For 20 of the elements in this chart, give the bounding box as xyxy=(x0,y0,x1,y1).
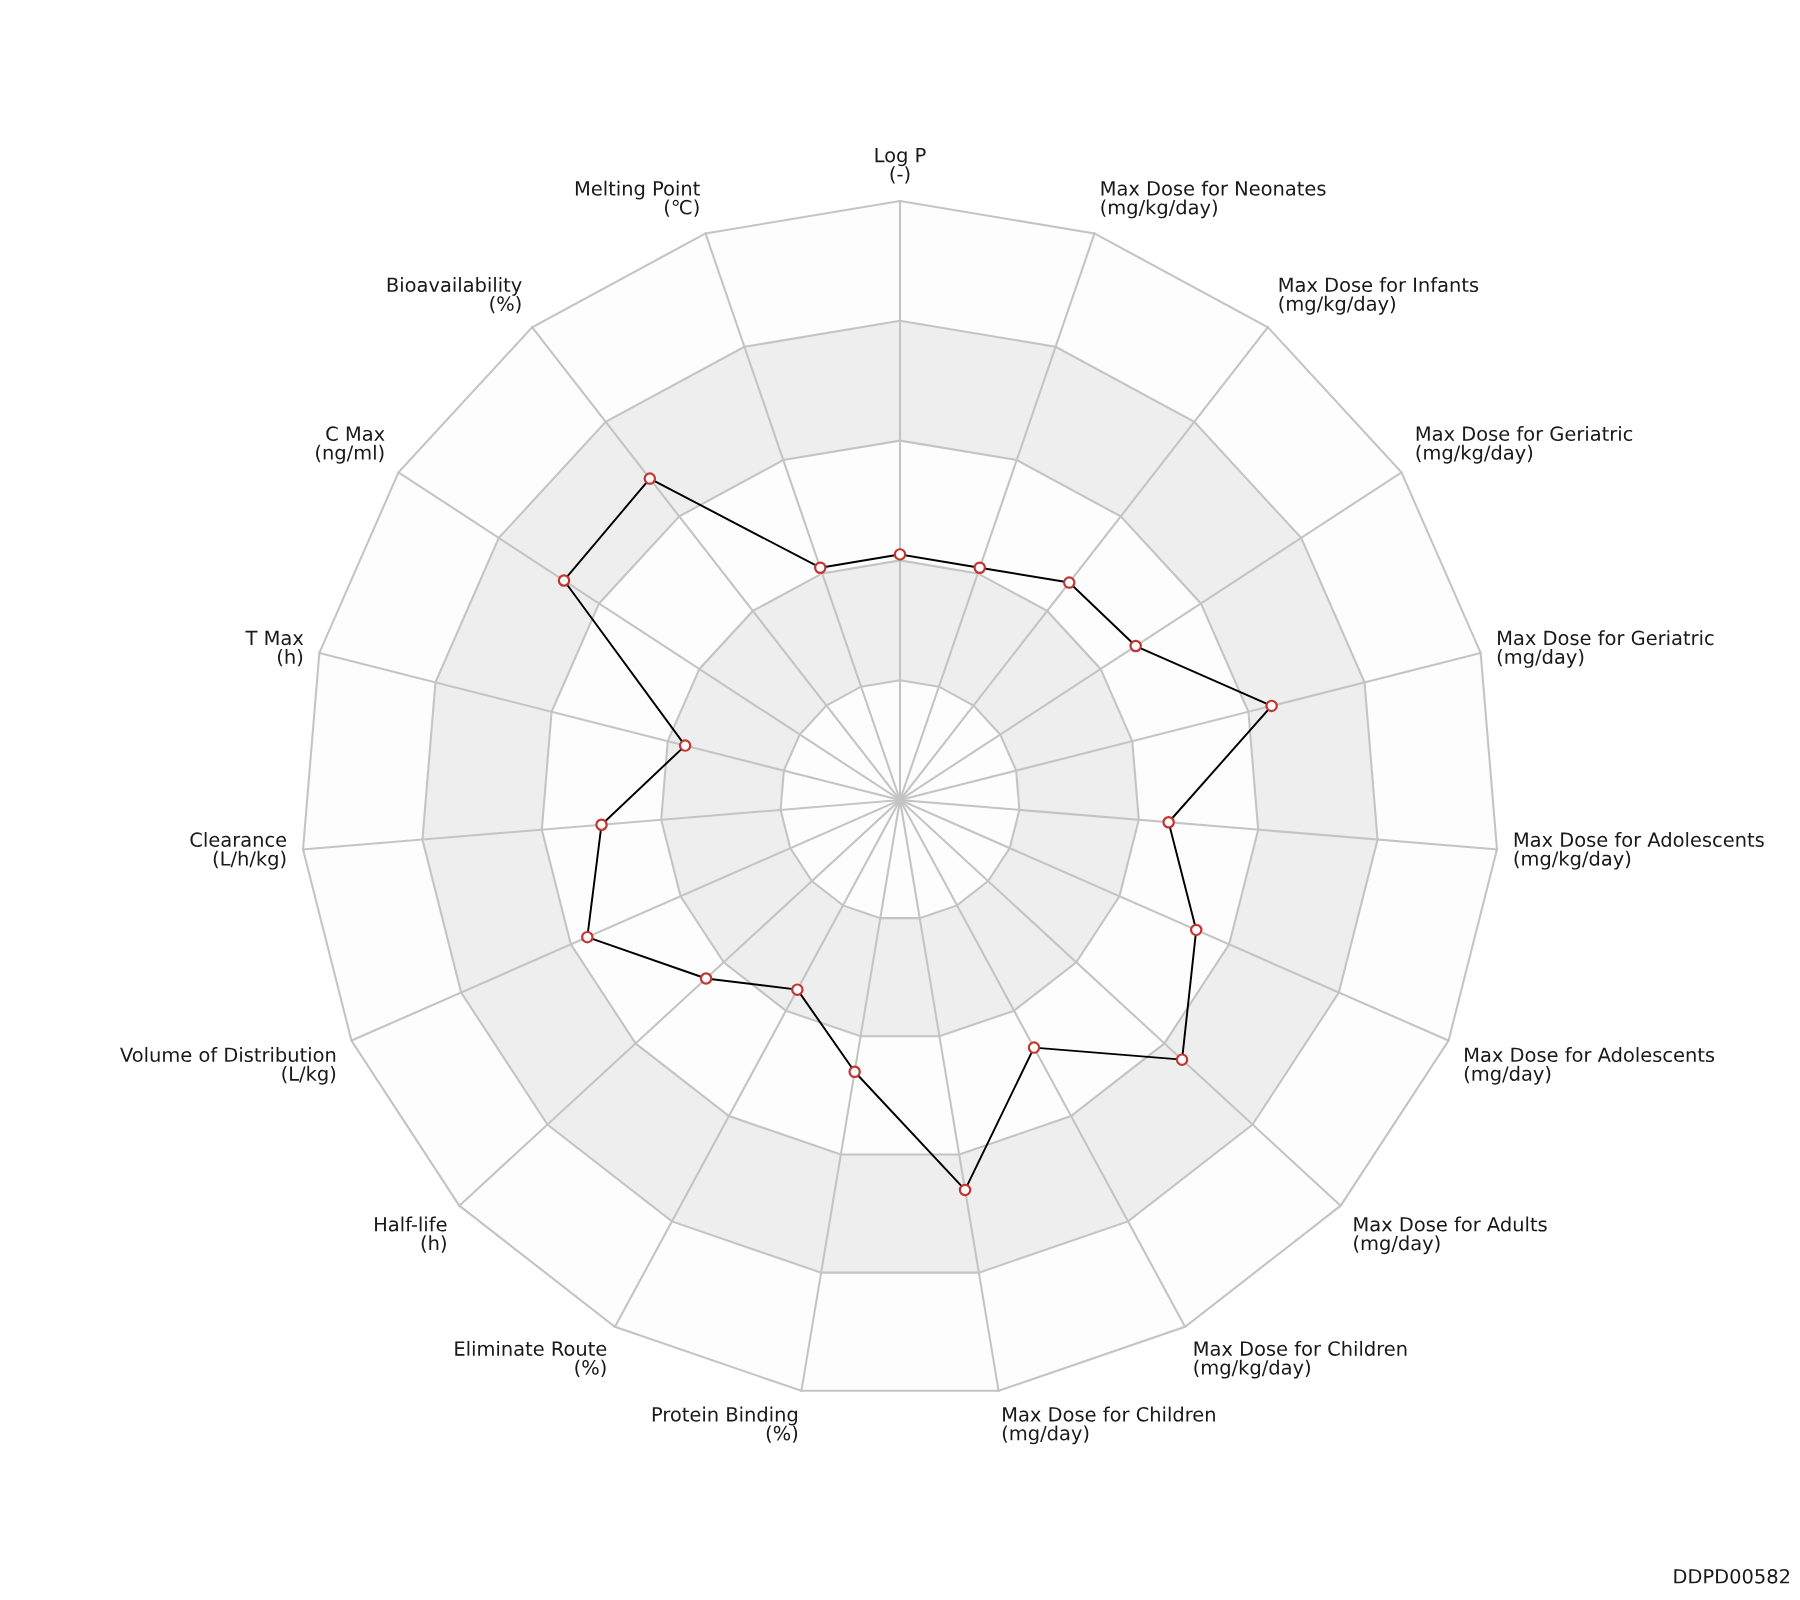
spoke-label: Max Dose for Children (mg/kg/day) xyxy=(1194,1340,1407,1379)
spoke-label: Max Dose for Adults (mg/day) xyxy=(1354,1216,1547,1255)
spoke-label: Max Dose for Infants (mg/kg/day) xyxy=(1279,277,1479,315)
spoke-label: Log P (-) xyxy=(875,147,926,184)
spoke-label: Eliminate Route (%) xyxy=(455,1340,607,1378)
spoke-label: Volume of Distribution (L/kg) xyxy=(120,1047,336,1085)
spoke-label: Max Dose for Children (mg/day) xyxy=(1002,1406,1215,1445)
spoke-label: Clearance (L/h/kg) xyxy=(190,831,287,870)
spoke-label: Protein Binding (%) xyxy=(652,1406,798,1443)
spoke-label: T Max (h) xyxy=(245,630,304,667)
spoke-label: Max Dose for Adolescents (mg/kg/day) xyxy=(1514,831,1764,870)
spoke-label: Max Dose for Neonates (mg/kg/day) xyxy=(1101,180,1326,219)
spoke-label: Melting Point (℃) xyxy=(575,180,700,217)
text: DDPD00582 xyxy=(1674,1568,1790,1584)
spoke-label: Half-life (h) xyxy=(375,1216,447,1253)
spoke-label: C Max (ng/ml) xyxy=(316,426,385,464)
spoke-label: Max Dose for Geriatric (mg/kg/day) xyxy=(1416,425,1633,464)
spoke-label: Bioavailability (%) xyxy=(387,277,522,314)
spoke-label: Max Dose for Adolescents (mg/day) xyxy=(1464,1047,1715,1085)
spoke-label: Max Dose for Geriatric (mg/day) xyxy=(1497,630,1714,668)
